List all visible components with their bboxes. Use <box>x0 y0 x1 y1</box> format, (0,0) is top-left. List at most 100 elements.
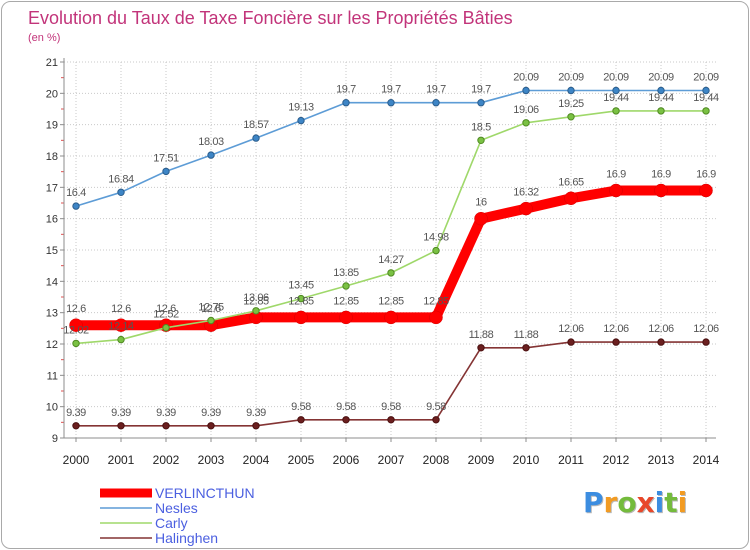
data-label-carly: 14.27 <box>378 254 404 266</box>
legend-entry-carly: Carly <box>100 515 188 531</box>
x-tick-label: 2014 <box>693 453 720 467</box>
data-point-halinghen <box>522 344 530 352</box>
data-point-nesles <box>657 86 665 95</box>
data-point-verlincthun <box>474 211 488 226</box>
logo-letter: r <box>603 486 618 519</box>
series-halinghen <box>72 338 710 430</box>
x-tick-label: 2011 <box>558 453 584 467</box>
data-point-halinghen <box>297 416 305 424</box>
y-tick-label: 17 <box>46 182 58 194</box>
axes: 9 10 11 12 13 14 15 16 17 18 19 20 21 2000 2001 2002 200… <box>46 57 720 467</box>
data-point-carly <box>522 119 530 127</box>
x-tick-label: 2013 <box>648 453 675 467</box>
data-point-halinghen <box>612 338 620 346</box>
data-point-carly <box>117 335 125 344</box>
data-point-nesles <box>342 99 350 107</box>
data-point-verlincthun <box>654 183 668 198</box>
data-label-verlincthun: 12.85 <box>243 295 269 307</box>
data-point-verlincthun <box>384 310 398 325</box>
data-label-halinghen: 9.39 <box>111 407 131 419</box>
data-point-carly <box>252 307 260 315</box>
x-tick-label: 2007 <box>378 453 405 467</box>
data-label-halinghen: 9.58 <box>426 401 446 413</box>
data-point-nesles <box>297 116 305 125</box>
data-label-carly: 14.98 <box>423 232 449 244</box>
data-point-verlincthun <box>429 310 443 325</box>
data-point-halinghen <box>387 416 395 424</box>
data-label-verlincthun: 12.85 <box>333 295 359 307</box>
data-label-nesles: 19.7 <box>336 84 356 96</box>
y-tick-label: 14 <box>46 276 58 288</box>
logo-letter: i <box>654 486 665 519</box>
data-point-halinghen <box>567 338 575 346</box>
data-label-halinghen: 12.06 <box>558 323 584 335</box>
data-label-verlincthun: 12.6 <box>66 303 86 315</box>
data-point-verlincthun <box>609 183 623 198</box>
legend-label: Carly <box>155 515 188 531</box>
y-tick-label: 20 <box>46 88 58 100</box>
data-point-carly <box>612 107 620 115</box>
data-point-halinghen <box>702 338 710 346</box>
proxiti-logo: Proxiti <box>583 487 687 519</box>
legend-label: Halinghen <box>155 530 218 546</box>
gridlines <box>64 61 716 438</box>
y-tick-label: 10 <box>46 402 58 414</box>
data-label-carly: 19.44 <box>648 92 674 104</box>
data-point-verlincthun <box>699 183 713 198</box>
data-point-halinghen <box>117 422 125 430</box>
data-label-nesles: 16.4 <box>66 187 86 199</box>
data-point-halinghen <box>162 422 170 430</box>
data-label-nesles: 20.09 <box>603 72 629 84</box>
logo-letter: P <box>583 486 604 519</box>
data-label-halinghen: 9.58 <box>381 401 401 413</box>
y-tick-label: 15 <box>46 245 58 257</box>
x-tick-label: 2002 <box>153 453 180 467</box>
legend-label: Nesles <box>155 500 198 516</box>
y-tick-label: 16 <box>46 214 58 226</box>
x-tick-label: 2005 <box>288 453 315 467</box>
x-tick-label: 2001 <box>108 453 135 467</box>
data-label-nesles: 19.7 <box>471 84 491 96</box>
data-label-halinghen: 9.39 <box>156 407 176 419</box>
chart-title: Evolution du Taux de Taxe Foncière sur l… <box>28 8 513 28</box>
data-label-verlincthun: 12.6 <box>111 303 131 315</box>
data-point-nesles <box>72 202 80 210</box>
series-nesles <box>72 86 710 210</box>
data-label-halinghen: 9.39 <box>66 407 86 419</box>
data-point-carly <box>162 324 170 332</box>
x-tick-label: 2004 <box>243 453 270 467</box>
data-point-verlincthun <box>294 310 308 325</box>
data-point-halinghen <box>252 422 260 430</box>
x-tick-label: 2010 <box>513 453 540 467</box>
data-point-halinghen <box>207 422 215 430</box>
data-point-verlincthun <box>339 310 353 325</box>
legend-entry-halinghen: Halinghen <box>100 530 218 546</box>
data-label-verlincthun: 12.85 <box>288 295 314 307</box>
data-label-nesles: 20.09 <box>648 72 674 84</box>
data-label-carly: 19.44 <box>693 92 719 104</box>
data-label-halinghen: 9.58 <box>291 401 311 413</box>
x-tick-label: 2009 <box>468 453 495 467</box>
logo-letter: i <box>677 486 688 519</box>
data-point-verlincthun <box>564 191 578 206</box>
data-label-verlincthun: 16.65 <box>558 176 584 188</box>
data-point-carly <box>657 107 665 115</box>
data-label-carly: 13.06 <box>243 292 269 304</box>
data-point-carly <box>387 269 395 277</box>
y-tick-label: 18 <box>46 151 58 163</box>
data-point-carly <box>342 282 350 290</box>
data-label-nesles: 19.7 <box>381 84 401 96</box>
y-tick-label: 21 <box>46 57 58 69</box>
data-label-nesles: 19.13 <box>288 102 314 114</box>
data-point-halinghen <box>342 416 350 424</box>
data-label-carly: 12.14 <box>108 321 134 333</box>
data-point-halinghen <box>432 416 440 424</box>
data-label-verlincthun: 16.9 <box>696 169 716 181</box>
data-point-verlincthun <box>69 318 83 332</box>
data-label-nesles: 18.57 <box>243 119 269 131</box>
data-point-halinghen <box>657 338 665 346</box>
